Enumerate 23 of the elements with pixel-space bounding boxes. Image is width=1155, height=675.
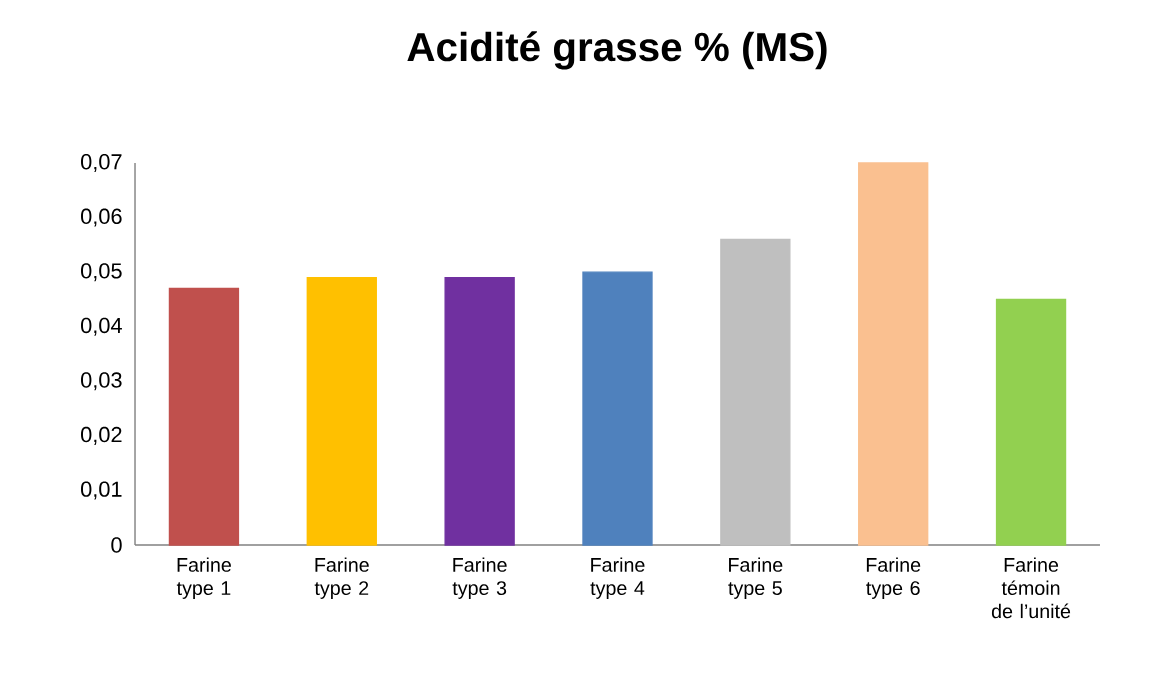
x-tick-label: Farine type 4 [590, 557, 645, 599]
y-tick-label: 0,01 [81, 481, 122, 500]
bar [582, 271, 653, 546]
bar [858, 162, 929, 546]
y-tick-label: 0,03 [81, 372, 122, 391]
x-tick-label: Farine type 3 [452, 557, 507, 599]
y-tick-label: 0,02 [81, 426, 122, 445]
bar [306, 276, 377, 546]
x-tick-label: Farine témoin de l’unité [991, 557, 1071, 619]
x-tick-label: Farine type 2 [314, 557, 369, 599]
bar [444, 276, 515, 546]
x-tick-label: Farine type 6 [866, 557, 921, 599]
chart-title: Acidité grasse % (MS) [407, 31, 827, 70]
x-tick-label: Farine type 5 [728, 557, 783, 599]
bar [168, 287, 240, 546]
x-tick-label: Farine type 1 [176, 557, 231, 599]
y-tick-label: 0,06 [81, 208, 122, 227]
bar [720, 238, 791, 546]
y-tick-label: 0 [111, 537, 122, 553]
y-tick-label: 0,05 [81, 263, 122, 282]
bar [995, 298, 1067, 546]
y-tick-label: 0,04 [81, 317, 122, 336]
y-tick-label: 0,07 [81, 154, 122, 173]
